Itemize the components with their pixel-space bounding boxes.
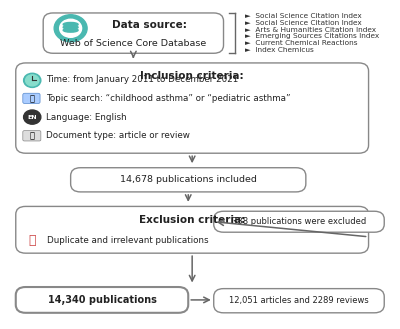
Text: 12,051 articles and 2289 reviews: 12,051 articles and 2289 reviews [229,296,369,305]
FancyBboxPatch shape [16,206,368,253]
Text: ►  Index Chemicus: ► Index Chemicus [245,47,314,53]
Text: 338 publications were excluded: 338 publications were excluded [232,217,366,226]
Text: Exclusion criteria:: Exclusion criteria: [139,215,245,225]
Text: ►  Arts & Humanities Citation Index: ► Arts & Humanities Citation Index [245,27,376,33]
Text: 🔍: 🔍 [30,94,35,103]
Text: Web of Science Core Database: Web of Science Core Database [60,39,206,48]
FancyBboxPatch shape [214,289,384,313]
Text: Time: from January 2011 to December 2021: Time: from January 2011 to December 2021 [46,75,238,84]
Circle shape [54,15,87,42]
Text: Language: English: Language: English [46,113,126,122]
Text: ►  Current Chemical Reactions: ► Current Chemical Reactions [245,40,358,46]
Circle shape [60,19,82,37]
Circle shape [26,75,39,86]
FancyBboxPatch shape [16,287,188,313]
FancyBboxPatch shape [71,168,306,192]
FancyBboxPatch shape [23,93,40,104]
Text: 🖥: 🖥 [30,131,35,140]
Circle shape [24,73,41,88]
Ellipse shape [63,28,78,32]
Text: Data source:: Data source: [112,20,187,30]
Text: ►  Social Science Citation Index: ► Social Science Citation Index [245,13,362,19]
Ellipse shape [63,22,78,26]
Text: Topic search: “childhood asthma” or “pediatric asthma”: Topic search: “childhood asthma” or “ped… [46,94,290,103]
FancyBboxPatch shape [214,211,384,232]
Text: 🗑: 🗑 [28,234,36,246]
FancyBboxPatch shape [23,131,41,141]
Text: ►  Social Science Citation Index: ► Social Science Citation Index [245,20,362,26]
Text: EN: EN [28,114,37,120]
FancyBboxPatch shape [16,63,368,153]
Circle shape [24,110,41,124]
Text: ►  Emerging Sources Citations Index: ► Emerging Sources Citations Index [245,33,379,39]
Text: Inclusion criteria:: Inclusion criteria: [140,71,244,81]
Text: 14,340 publications: 14,340 publications [48,295,156,305]
Text: Duplicate and irrelevant publications: Duplicate and irrelevant publications [47,236,209,244]
Text: 14,678 publications included: 14,678 publications included [120,175,257,184]
FancyBboxPatch shape [43,13,224,53]
Text: Document type: article or review: Document type: article or review [46,131,190,140]
Ellipse shape [63,25,78,29]
